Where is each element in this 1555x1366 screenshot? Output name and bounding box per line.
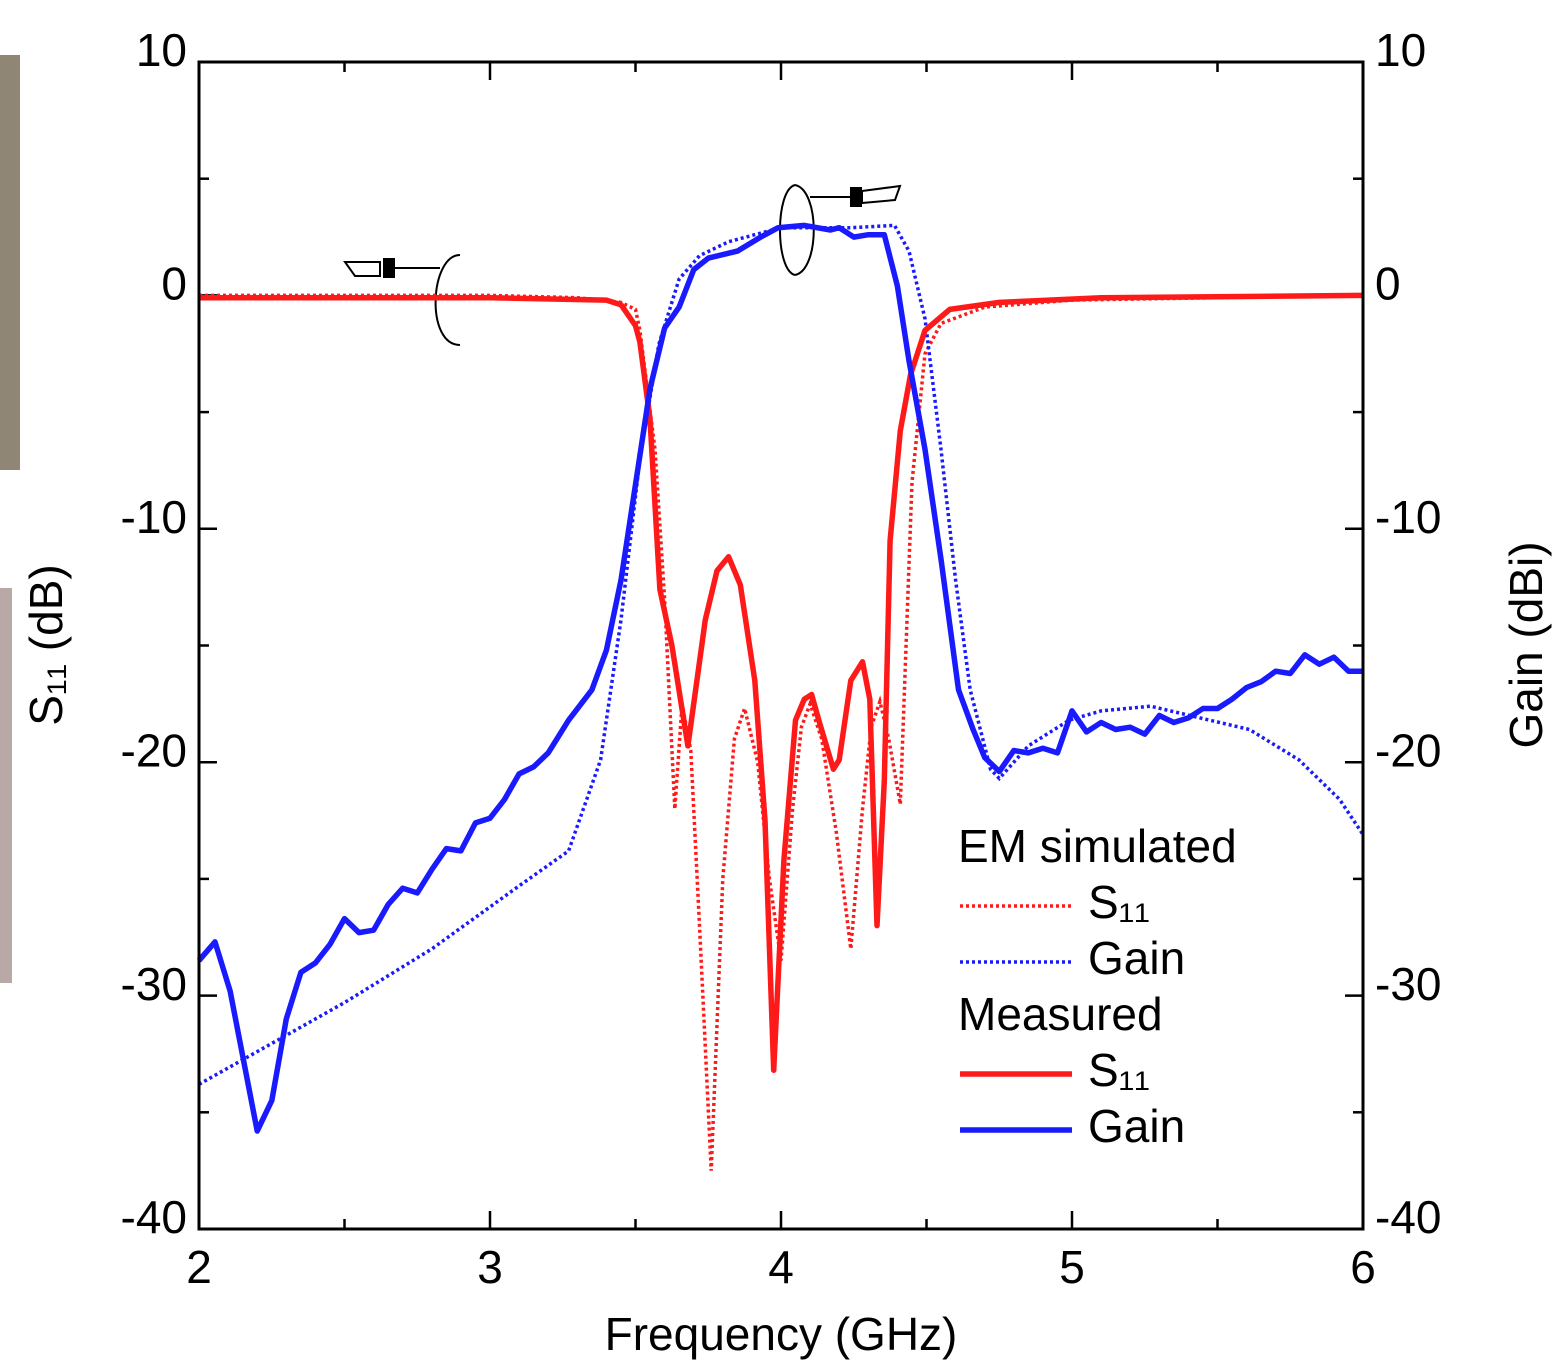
y2-tick-label: -40 xyxy=(1375,1191,1441,1243)
photo-fragment xyxy=(0,55,20,470)
y2-tick-label: 0 xyxy=(1375,258,1401,310)
x-tick-label: 2 xyxy=(186,1241,212,1293)
annotation-right xyxy=(779,184,902,276)
annotation-hand xyxy=(861,184,902,205)
y2-tick-label: -20 xyxy=(1375,724,1441,776)
photo-fragment xyxy=(0,588,12,983)
annotation-hand xyxy=(343,261,381,277)
y-tick-label: 10 xyxy=(136,24,187,76)
legend-label: Gain xyxy=(1088,932,1185,984)
y-axis-label: S₁₁ (dB) xyxy=(20,564,72,725)
annotation-left xyxy=(343,254,461,346)
series-line xyxy=(199,292,1364,1074)
y-tick-label: -10 xyxy=(121,491,187,543)
y-tick-label: -30 xyxy=(121,958,187,1010)
annotation-icon xyxy=(850,187,862,207)
series-line xyxy=(198,223,1365,1086)
y-tick-label: 0 xyxy=(161,258,187,310)
annotation-icon xyxy=(383,258,395,278)
x-tick-label: 4 xyxy=(768,1241,794,1293)
legend-label: S₁₁ xyxy=(1088,876,1150,928)
legend-group-title: EM simulated xyxy=(958,820,1237,872)
annotation-arc xyxy=(779,184,815,276)
x-tick-label: 6 xyxy=(1350,1241,1376,1293)
y-tick-label: -40 xyxy=(121,1191,187,1243)
y2-tick-label: 10 xyxy=(1375,24,1426,76)
x-axis-label: Frequency (GHz) xyxy=(605,1308,958,1360)
x-tick-label: 5 xyxy=(1059,1241,1085,1293)
series-line xyxy=(196,222,1363,1134)
y2-axis-label: Gain (dBi) xyxy=(1500,541,1552,748)
y2-tick-label: -10 xyxy=(1375,491,1441,543)
x-tick-label: 3 xyxy=(477,1241,503,1293)
y-tick-label: -20 xyxy=(121,724,187,776)
plot-frame xyxy=(197,60,1365,1231)
y2-tick-label: -30 xyxy=(1375,958,1441,1010)
legend-group-title: Measured xyxy=(958,988,1163,1040)
series-line xyxy=(199,293,1364,1171)
legend-label: S₁₁ xyxy=(1088,1044,1150,1096)
legend-label: Gain xyxy=(1088,1100,1185,1152)
